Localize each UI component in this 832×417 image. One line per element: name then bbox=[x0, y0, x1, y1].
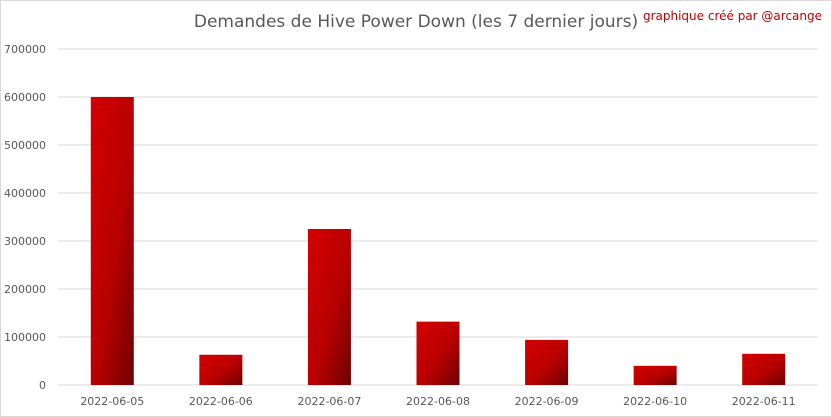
bar-2022-06-11 bbox=[742, 353, 786, 385]
bar-2022-06-08 bbox=[416, 321, 460, 385]
x-tick-label: 2022-06-08 bbox=[406, 395, 470, 408]
bar-2022-06-10 bbox=[633, 365, 677, 385]
bar-2022-06-09 bbox=[525, 339, 569, 385]
bar-2022-06-05 bbox=[90, 97, 134, 385]
y-tick-label: 300000 bbox=[4, 235, 46, 248]
x-tick-label: 2022-06-06 bbox=[189, 395, 253, 408]
y-tick-label: 100000 bbox=[4, 331, 46, 344]
chart-credit: graphique créé par @arcange bbox=[642, 9, 822, 23]
chart-title: Demandes de Hive Power Down (les 7 derni… bbox=[193, 12, 639, 32]
x-tick-label: 2022-06-10 bbox=[623, 395, 687, 408]
x-tick-label: 2022-06-05 bbox=[80, 395, 144, 408]
y-tick-label: 0 bbox=[39, 379, 46, 392]
x-tick-label: 2022-06-07 bbox=[297, 395, 361, 408]
x-tick-label: 2022-06-11 bbox=[732, 395, 796, 408]
y-tick-label: 600000 bbox=[4, 91, 46, 104]
y-tick-label: 400000 bbox=[4, 187, 46, 200]
bar-2022-06-07 bbox=[307, 229, 351, 385]
y-tick-label: 700000 bbox=[4, 43, 46, 56]
y-tick-label: 500000 bbox=[4, 139, 46, 152]
x-tick-label: 2022-06-09 bbox=[515, 395, 579, 408]
bar-2022-06-06 bbox=[199, 354, 243, 385]
y-tick-label: 200000 bbox=[4, 283, 46, 296]
